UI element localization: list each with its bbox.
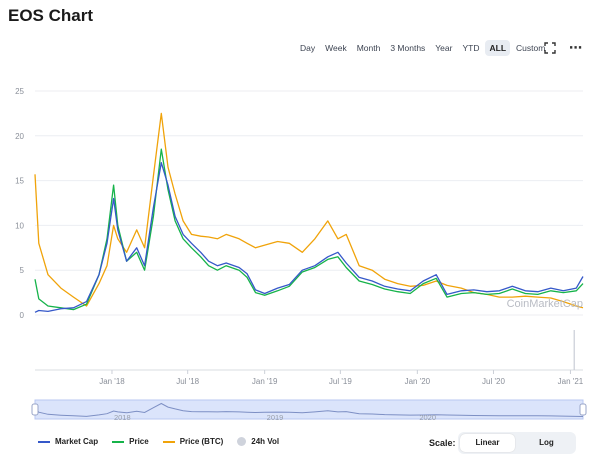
chart-grid: [35, 90, 583, 371]
scale-linear-option[interactable]: Linear: [460, 434, 515, 452]
x-tick-label: Jul '20: [482, 377, 505, 386]
chart-legend: Market Cap Price Price (BTC) 24h Vol: [38, 437, 279, 446]
legend-item-price-btc[interactable]: Price (BTC): [162, 437, 224, 446]
x-tick-label: Jan '18: [99, 377, 125, 386]
scale-label: Scale:: [429, 438, 456, 448]
more-icon[interactable]: ⋯: [569, 40, 582, 55]
chart-watermark: CoinMarketCap: [507, 298, 583, 310]
navigator-tick-label: 2019: [267, 413, 284, 422]
expand-icon[interactable]: [543, 41, 557, 55]
series-line-price-btc: [34, 112, 584, 309]
range-month-button[interactable]: Month: [356, 43, 381, 53]
legend-swatch: [162, 440, 175, 443]
range-ytd-button[interactable]: YTD: [462, 43, 480, 53]
legend-label: Price (BTC): [179, 437, 224, 446]
page-title: EOS Chart: [8, 6, 94, 25]
y-tick-label: 0: [20, 311, 25, 320]
range-all-button[interactable]: ALL: [485, 40, 511, 56]
x-tick-label: Jan '20: [405, 377, 431, 386]
navigator-tick-label: 2020: [419, 413, 436, 422]
series-group: [34, 112, 584, 313]
x-axis: Jan '18 Jul '18 Jan '19 Jul '19 Jan '20 Jul '…: [99, 370, 584, 386]
y-tick-label: 15: [15, 177, 24, 186]
y-axis: 0 5 10 15 20 25: [15, 87, 24, 320]
legend-label: Market Cap: [55, 437, 99, 446]
legend-label: 24h Vol: [251, 437, 280, 446]
series-line-price: [34, 148, 584, 311]
navigator-tick-label: 2018: [114, 413, 131, 422]
range-week-button[interactable]: Week: [325, 43, 347, 53]
navigator-line: [34, 402, 584, 417]
range-day-button[interactable]: Day: [300, 43, 316, 53]
y-tick-label: 25: [15, 87, 24, 96]
x-tick-label: Jan '19: [252, 377, 278, 386]
legend-swatch: [38, 440, 50, 443]
x-tick-label: Jul '19: [329, 377, 352, 386]
legend-label: Price: [129, 437, 149, 446]
series-line-market-cap: [34, 162, 584, 313]
legend-item-market-cap[interactable]: Market Cap: [38, 437, 98, 446]
navigator-left-handle: [31, 403, 39, 416]
range-year-button[interactable]: Year: [435, 43, 453, 53]
scale-toggle: Linear Log: [458, 432, 576, 454]
legend-item-price[interactable]: Price: [112, 437, 149, 446]
y-tick-label: 5: [20, 266, 25, 275]
y-tick-label: 20: [15, 132, 24, 141]
navigator-right-handle: [579, 403, 587, 416]
range-3months-button[interactable]: 3 Months: [390, 43, 426, 53]
range-custom-button[interactable]: Custom: [516, 43, 546, 53]
scale-log-option[interactable]: Log: [539, 438, 554, 447]
time-range-selector: Day Week Month 3 Months Year YTD ALL Cus…: [296, 40, 549, 56]
range-navigator[interactable]: 2018 2019 2020: [31, 399, 587, 422]
x-tick-label: Jul '18: [176, 377, 199, 386]
legend-dot: [237, 437, 247, 446]
legend-item-volume[interactable]: 24h Vol: [237, 437, 279, 446]
x-tick-label: Jan '21: [558, 377, 584, 386]
y-tick-label: 10: [15, 221, 24, 230]
legend-swatch: [112, 440, 125, 443]
